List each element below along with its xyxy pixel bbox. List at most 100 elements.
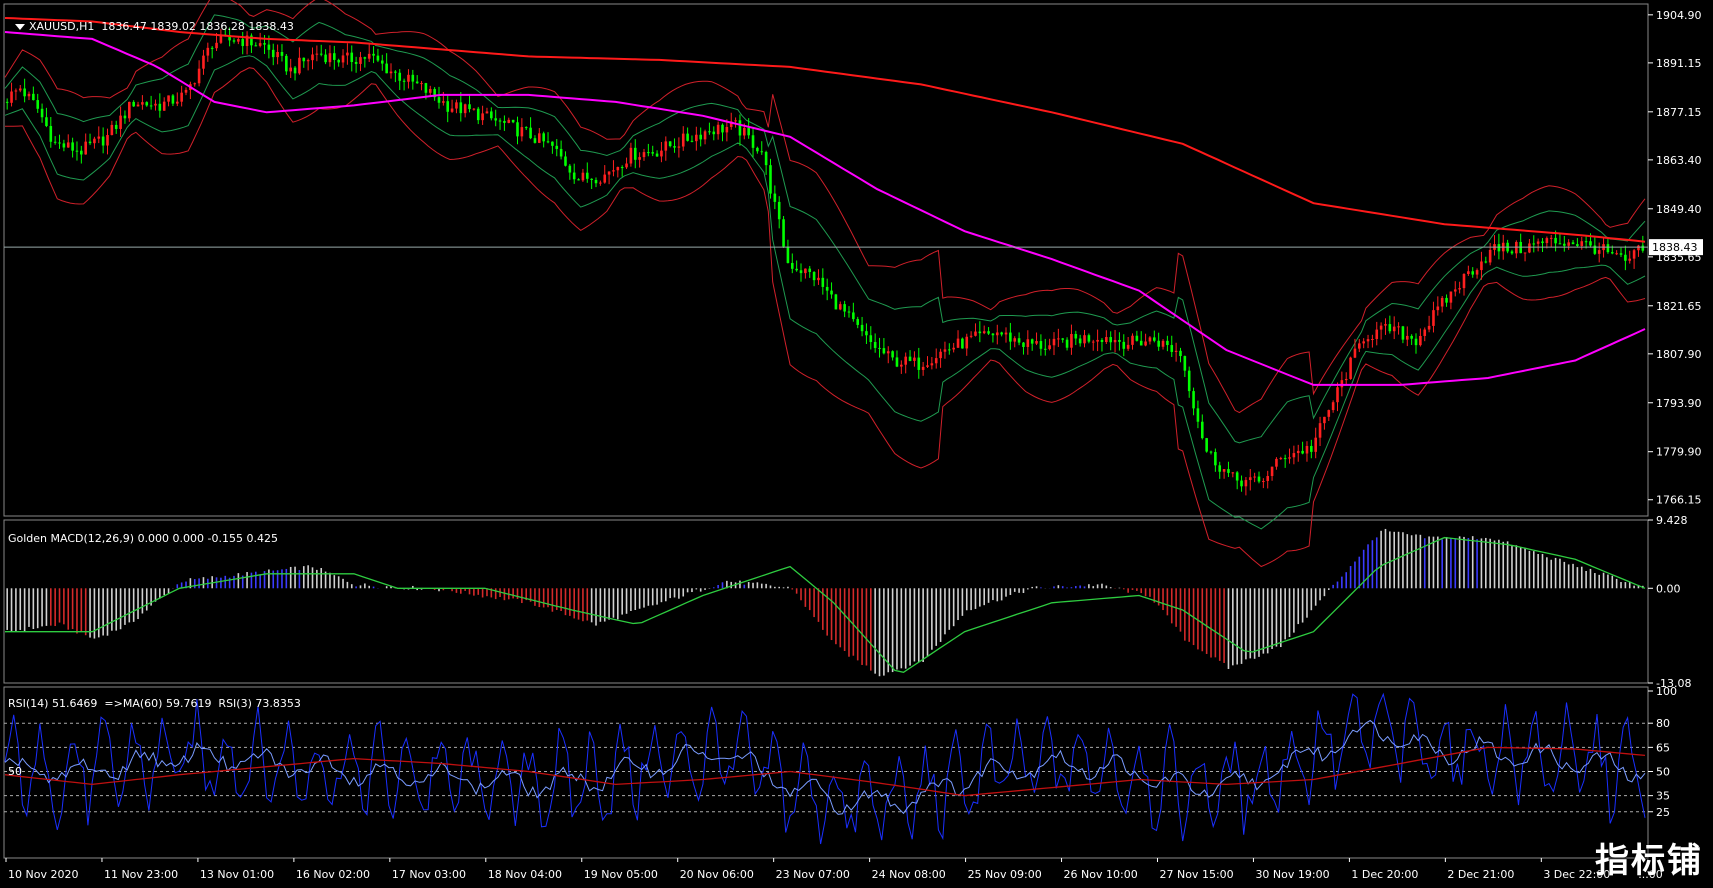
candle-body [27, 93, 31, 97]
candle-body [498, 120, 502, 122]
candle-body [838, 304, 842, 310]
candle-body [1017, 338, 1021, 343]
candle-body [1344, 378, 1348, 381]
candle-body [790, 262, 794, 269]
candle-body [982, 331, 986, 334]
candle-body [1379, 325, 1383, 330]
candle-body [1310, 445, 1313, 452]
candle-body [394, 71, 397, 73]
candle-body [132, 101, 135, 107]
candle-body [1240, 480, 1243, 487]
candle-body [681, 133, 685, 147]
time-label: 17 Nov 03:00 [392, 868, 466, 881]
candle-body [1384, 324, 1387, 326]
macd-signal-line [5, 536, 1646, 673]
candle-body [1392, 326, 1396, 332]
candle-body [603, 174, 607, 183]
candle-body [1532, 243, 1536, 245]
rsi-tick-label: 100 [1656, 685, 1677, 698]
candle-body [747, 127, 750, 136]
candle-body [84, 141, 87, 155]
candle-body [546, 141, 550, 143]
candle-body [202, 55, 205, 69]
candle-body [991, 333, 995, 336]
candle-body [1170, 345, 1174, 352]
candle-body [751, 135, 755, 148]
candle-body [1279, 458, 1283, 460]
candle-body [450, 108, 454, 112]
symbol-timeframe: XAUUSD,H1 [29, 20, 95, 33]
candle-body [869, 335, 873, 342]
candle-body [481, 113, 484, 121]
candle-body [843, 304, 846, 312]
candle-body [254, 45, 258, 47]
candle-body [1545, 238, 1549, 244]
candle-body [612, 170, 615, 172]
rsi-ma-line [4, 746, 1646, 797]
candle-body [633, 147, 637, 160]
candle-body [795, 268, 798, 271]
candle-body [808, 268, 812, 272]
candle-body [1471, 271, 1475, 275]
candle-body [459, 102, 463, 114]
candle-body [660, 150, 663, 157]
candle-body [1475, 270, 1479, 275]
candle-body [411, 74, 415, 82]
candle-body [817, 277, 820, 281]
candle-body [1052, 338, 1056, 346]
candle-body [1100, 339, 1104, 343]
candle-body [376, 55, 380, 61]
candle-body [886, 351, 890, 354]
rsi-tick-label: 80 [1656, 717, 1670, 730]
candle-body [1266, 476, 1270, 481]
candle-body [1296, 450, 1300, 454]
candle-body [699, 134, 702, 140]
candle-body [380, 60, 384, 64]
candle-body [302, 57, 306, 62]
candle-body [1205, 438, 1208, 452]
candle-body [1610, 252, 1614, 254]
candle-body [1043, 348, 1047, 350]
collapse-triangle-icon[interactable] [15, 24, 25, 30]
candle-body [1222, 469, 1226, 472]
candle-body [180, 92, 183, 102]
candle-body [987, 331, 990, 334]
candle-body [1048, 345, 1051, 350]
candle-body [258, 43, 262, 46]
candle-body [1480, 261, 1483, 271]
candle-body [1153, 337, 1156, 341]
time-label: 1 Dec 20:00 [1351, 868, 1418, 881]
candle-body [5, 101, 9, 103]
candle-body [1118, 339, 1121, 342]
rsi-tick-label: 50 [1656, 766, 1670, 779]
candle-body [782, 219, 785, 247]
candle-body [1615, 253, 1618, 255]
candle-body [359, 57, 362, 64]
current-price-tag-bg [1649, 239, 1703, 256]
candle-body [306, 60, 310, 62]
candle-body [1292, 453, 1296, 458]
candle-body [415, 81, 419, 84]
price-tick-label: 1849.40 [1656, 203, 1702, 216]
candle-body [1214, 452, 1217, 466]
ma-mid-line [4, 31, 1646, 386]
candle-body [926, 365, 929, 367]
candle-body [315, 53, 319, 55]
candle-body [442, 101, 445, 103]
candle-body [62, 143, 66, 148]
candle-body [433, 88, 436, 98]
ohlc-values: 1836.47 1839.02 1836.28 1838.43 [101, 20, 294, 33]
candle-body [712, 131, 716, 135]
candle-body [725, 126, 729, 133]
candle-body [206, 47, 210, 56]
time-label: 23 Nov 07:00 [776, 868, 850, 881]
macd-histogram [6, 528, 1644, 677]
candle-body [1078, 338, 1082, 344]
price-tick-label: 1863.40 [1656, 154, 1702, 167]
candle-body [1200, 421, 1204, 439]
candle-body [625, 163, 628, 168]
candle-body [1148, 337, 1152, 342]
candle-body [664, 141, 668, 151]
candle-body [1218, 465, 1222, 472]
bb-outer-lower [5, 67, 1646, 568]
